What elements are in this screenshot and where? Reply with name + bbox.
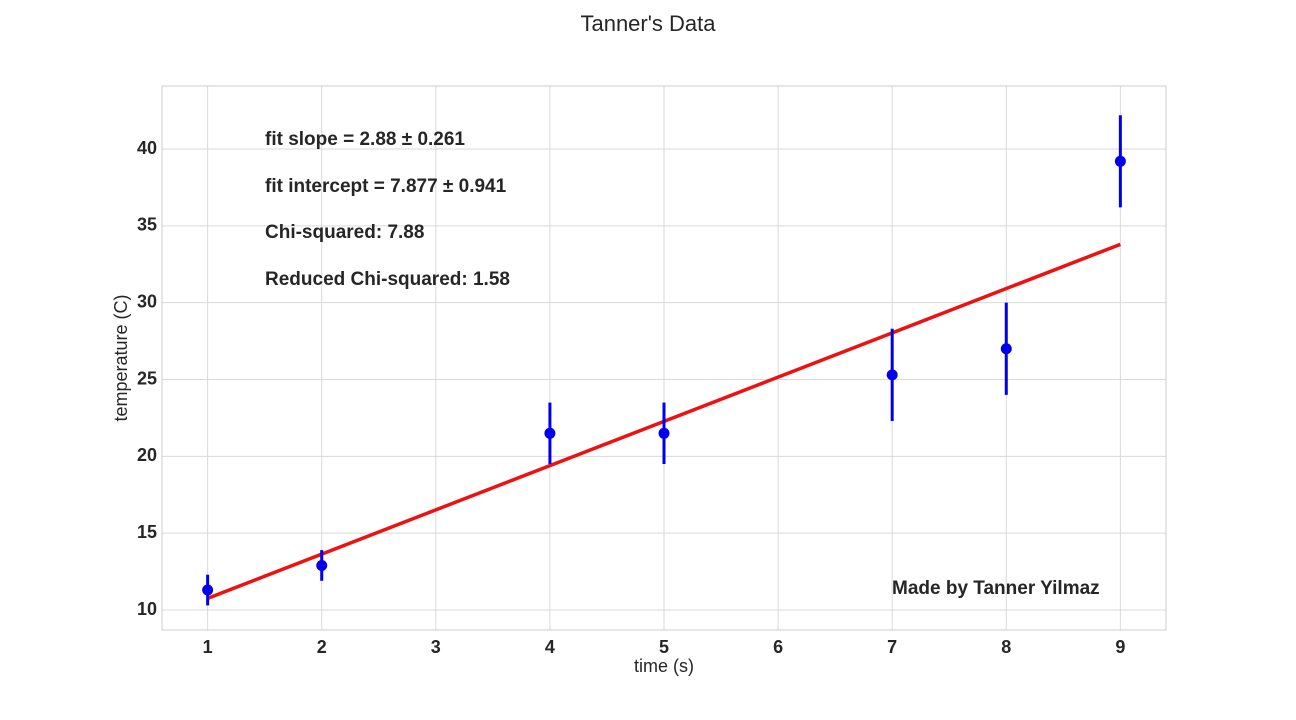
annotation-credit: Made by Tanner Yilmaz <box>892 578 1100 599</box>
plot-frame <box>161 85 1167 631</box>
y-tick-label: 20 <box>137 445 157 465</box>
grid <box>162 86 1166 630</box>
data-points <box>202 115 1126 606</box>
data-point <box>1000 343 1012 355</box>
y-tick-label: 25 <box>137 368 157 388</box>
y-tick-label: 15 <box>137 522 157 542</box>
annotation-fit-slope: fit slope = 2.88 ± 0.261 <box>265 129 465 150</box>
annotation-chi-squared: Chi-squared: 7.88 <box>265 222 424 243</box>
y-tick-labels: 10 15 20 25 30 35 40 <box>137 138 157 619</box>
y-tick-label: 30 <box>137 291 157 311</box>
data-point <box>202 584 214 596</box>
x-tick-label: 4 <box>545 637 555 657</box>
chart-title: Tanner's Data <box>580 11 716 36</box>
x-axis-label: time (s) <box>634 656 694 676</box>
data-point <box>1114 155 1126 167</box>
x-tick-label: 2 <box>317 637 327 657</box>
x-tick-label: 5 <box>659 637 669 657</box>
data-point <box>316 559 328 571</box>
data-point <box>658 427 670 439</box>
x-tick-label: 3 <box>431 637 441 657</box>
x-tick-labels: 1 2 3 4 5 6 7 8 9 <box>203 637 1126 657</box>
x-tick-label: 8 <box>1001 637 1011 657</box>
x-tick-label: 1 <box>203 637 213 657</box>
data-point <box>544 427 556 439</box>
x-tick-label: 9 <box>1115 637 1125 657</box>
annotation-reduced-chi-squared: Reduced Chi-squared: 1.58 <box>265 269 510 290</box>
y-tick-label: 35 <box>137 215 157 235</box>
annotation-fit-intercept: fit intercept = 7.877 ± 0.941 <box>265 176 507 197</box>
y-tick-label: 40 <box>137 138 157 158</box>
y-tick-label: 10 <box>137 599 157 619</box>
y-axis-label: temperature (C) <box>111 294 131 421</box>
data-point <box>886 369 898 381</box>
x-tick-label: 7 <box>887 637 897 657</box>
x-tick-label: 6 <box>773 637 783 657</box>
